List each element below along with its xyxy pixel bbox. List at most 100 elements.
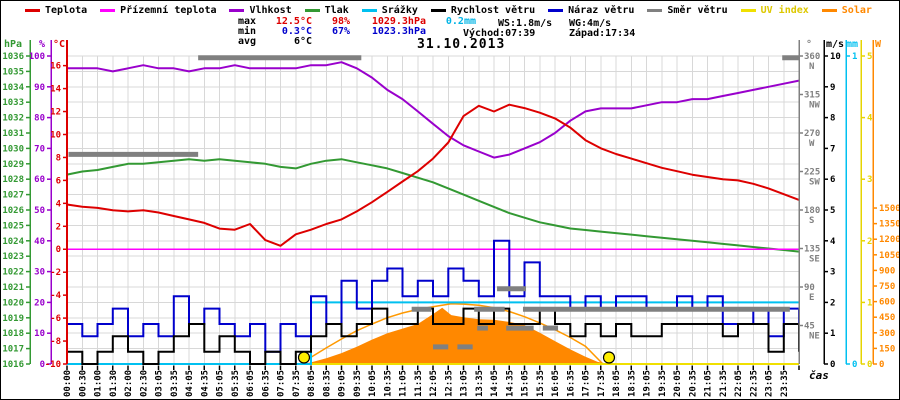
stats-max-row: max 12.5°C 98% 1029.3hPa 0.2mm [238,17,476,27]
sunrise-time: Východ:07:39 [463,28,536,39]
series-teplota [66,103,800,247]
axis-tick-label-uv: 3 [867,175,872,185]
x-axis-tick-label: 16:35 [566,370,576,397]
x-axis-tick-label: 12:05 [429,370,439,397]
x-axis-tick-label: 21:35 [719,370,729,397]
axis-tick-label-degC: -10 [45,360,61,370]
stats-min-label: min [238,26,257,37]
axis-tick-label-degC: 8 [56,153,61,163]
stats-min-row: min 0.3°C 67% 1023.3hPa [238,27,476,37]
axis-tick-label-pct: 10 [34,329,45,339]
legend-item: Tlak [304,5,349,16]
axis-header-W: W [875,39,882,50]
x-axis-tick-label: 07:35 [292,370,302,397]
axis-tick-label-deg: 90 [804,283,815,293]
x-axis-tick-label: 04:05 [185,370,195,397]
axis-tick-label-degC: 14 [50,85,61,95]
axis-tick-label-deg: 270 [804,129,820,139]
axis-tick-label-W: 1500 [879,204,899,214]
axis-tick-sublabel-deg: NE [809,332,820,342]
x-axis-tick-label: 09:35 [353,370,363,397]
axis-tick-label-degC: 10 [50,130,61,140]
legend-series-dash-icon [25,9,40,12]
axis-tick-label-pct: 30 [34,268,45,278]
x-axis-tick-label: 17:35 [597,370,607,397]
axis-tick-label-hpa: 1024 [2,237,24,247]
axis-tick-sublabel-deg: N [809,62,814,72]
stats-max-temp: 12.5°C [275,16,312,27]
x-axis-tick-label: 06:35 [261,370,271,397]
stats-avg-temp: 6°C [293,36,312,47]
axis-tick-label-uv: 2 [867,237,872,247]
legend-series-dash-icon [548,9,564,12]
x-axis-tick-label: 14:05 [490,370,500,397]
axis-tick-label-pct: 100 [29,52,45,62]
x-axis-tick-label: 08:05 [307,370,317,397]
series-rychlost-v-tru [67,307,800,365]
axis-header-pct: % [39,39,45,50]
x-axis-tick-label: 05:35 [231,370,241,397]
axis-tick-label-pct: 20 [34,298,45,308]
legend-series-label: UV index [760,5,809,16]
axis-tick-label-degC: 0 [56,245,61,255]
axis-tick-label-deg: 135 [804,245,820,255]
stats-max-pressure: 1029.3hPa [371,16,426,27]
wind-speed-avg: WS:1.8m/s [498,18,553,29]
legend-series-label: Směr větru [667,5,728,16]
axis-tick-label-hpa: 1021 [2,283,24,293]
axis-tick-label-deg: 45 [804,322,815,332]
chart-date: 31.10.2013 [417,37,506,52]
axis-tick-label-ms: 10 [830,52,841,62]
legend-item: Srážky [361,5,418,16]
axis-tick-label-hpa: 1031 [2,129,24,139]
x-axis-tick-label: 22:35 [749,370,759,397]
legend-item: Rychlost větru [430,5,536,16]
legend-series-label: Přízemní teplota [120,5,217,16]
legend-series-label: Rychlost větru [450,5,536,16]
axis-tick-label-ms: 5 [830,206,835,216]
axis-tick-label-hpa: 1036 [2,52,24,62]
axis-tick-label-degC: 4 [56,199,62,209]
axis-tick-sublabel-deg: W [809,139,815,149]
axis-tick-label-degC: 2 [56,222,61,232]
x-axis-tick-label: 23:35 [780,370,790,397]
x-axis-tick-label: 00:00 [63,370,73,397]
axis-tick-label-ms: 8 [830,114,835,124]
axis-tick-sublabel-deg: NW [809,101,820,111]
axis-tick-label-pct: 0 [40,360,45,370]
axis-tick-label-W: 450 [879,313,895,323]
x-axis-tick-label: 17:05 [582,370,592,397]
legend-item: UV index [740,5,809,16]
x-axis-tick-label: 05:05 [216,370,226,397]
x-axis-tick-label: 07:05 [277,370,287,397]
legend-series-label: Vlhkost [249,5,292,16]
x-axis-tick-label: 20:35 [688,370,698,397]
axis-tick-sublabel-deg: S [809,216,814,226]
axis-tick-label-hpa: 1033 [2,98,24,108]
axis-tick-label-uv: 4 [867,114,873,124]
stats-max-label: max [238,16,257,27]
axis-tick-label-ms: 1 [830,329,835,339]
axis-tick-label-degC: 6 [56,176,61,186]
x-axis-tick-label: 03:05 [155,370,165,397]
axis-header-degC: °C [53,39,65,50]
x-axis-tick-label: 02:30 [139,370,149,397]
axis-header-ms: m/s [826,39,844,50]
axis-tick-label-W: 900 [879,266,895,276]
x-axis-tick-label: 11:35 [414,370,424,397]
axis-tick-label-degC: 16 [50,62,61,72]
axis-tick-label-W: 300 [879,329,895,339]
legend: Teplota Přízemní teplota Vlhkost Tlak Srážky… [25,5,872,16]
series-vlhkost [67,61,800,159]
axis-tick-label-W: 750 [879,282,895,292]
legend-item: Vlhkost [229,5,292,16]
stats-block: max 12.5°C 98% 1029.3hPa 0.2mm min 0.3°C 67% 10… [238,17,476,47]
axis-tick-label-degC: -2 [50,268,61,278]
axis-tick-label-ms: 9 [830,83,835,93]
axis-tick-label-ms: 2 [830,298,835,308]
x-axis-tick-label: 03:35 [170,370,180,397]
axis-tick-label-ms: 7 [830,144,835,154]
x-axis-tick-label: 16:05 [551,370,561,397]
axis-header-mm: mm [846,39,858,50]
axis-tick-label-hpa: 1018 [2,329,24,339]
